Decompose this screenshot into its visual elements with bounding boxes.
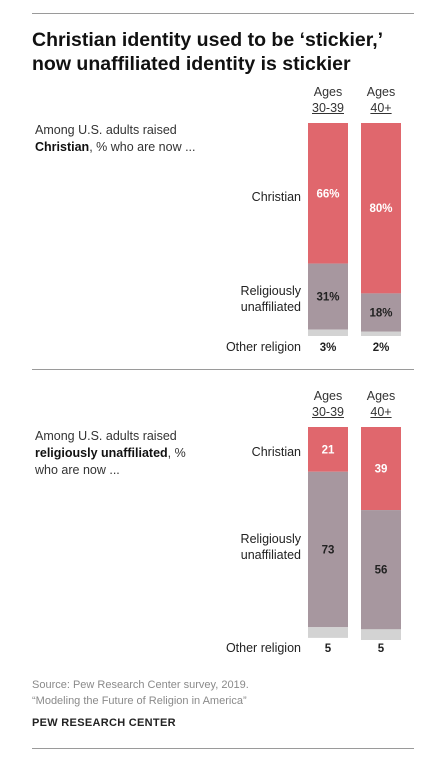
panel1-col-head-2-line1: Ages — [366, 85, 396, 99]
panel1-label-other: Other religion — [225, 340, 301, 354]
panel1-bar-1-unaffiliated-label: 31% — [316, 292, 339, 304]
panel2-label-unaffiliated-1: Religiously — [240, 532, 301, 546]
panel2-bar-2-unaffiliated-segment — [361, 510, 401, 630]
panel2-col-head-1-line1: Ages — [313, 389, 343, 403]
panel2-intro-bold: religiously unaffiliated — [35, 446, 168, 460]
panel1-intro-bold: Christian — [35, 140, 90, 154]
panel1-bar-2-unaffiliated-label: 18% — [369, 308, 392, 320]
panel1-bar-2-unaffiliated-segment — [361, 293, 401, 332]
panel2-label-unaffiliated-2: unaffiliated — [240, 548, 301, 562]
panel1-bar-1-unaffiliated-segment — [308, 263, 348, 330]
panel1-bar-1-christian-segment — [308, 123, 348, 264]
panel2-col-head-1-line2: 30-39 — [312, 405, 344, 419]
panel1-intro-pre: Among U.S. adults raised — [35, 123, 177, 137]
panel2-bar-1-christian-label: 21 — [322, 444, 335, 456]
panel2-col-head-2-line2: 40+ — [370, 405, 392, 419]
panel2-col-head-1: Ages 30-39 — [306, 388, 350, 420]
panel2-bar-1-christian-segment — [308, 427, 348, 472]
panel1-intro: Among U.S. adults raised Christian, % wh… — [35, 122, 205, 156]
panel1-bar-2-christian-segment — [361, 123, 401, 294]
panel1-col-head-1-line2: 30-39 — [312, 101, 344, 115]
panel2-bar-2-unaffiliated-label: 56 — [375, 565, 388, 577]
panel1-col-head-1: Ages 30-39 — [306, 84, 350, 116]
panel1-intro-post: , % who are now ... — [89, 140, 196, 154]
panel1-bar-1-other-segment — [308, 329, 348, 336]
panel2-label-christian: Christian — [251, 445, 301, 459]
panel2-bar-1-unaffiliated-segment — [308, 471, 348, 628]
panel2-intro-pre: Among U.S. adults raised — [35, 429, 177, 443]
panel1-label-unaffiliated-1: Religiously — [240, 284, 301, 298]
panel2-intro-post: , % who are now ... — [35, 446, 186, 477]
panel1-bar-2-other-label: 2% — [373, 342, 390, 354]
top-rule — [32, 13, 414, 14]
panel2-col-head-2-line1: Ages — [366, 389, 396, 403]
middle-rule — [32, 369, 414, 370]
panel2-bar-2-christian-segment — [361, 427, 401, 511]
panel2-bar-1-other-label: 5 — [325, 643, 332, 655]
bottom-rule — [32, 748, 414, 749]
panel2-col-head-2: Ages 40+ — [359, 388, 403, 420]
chart-title: Christian identity used to be ‘stickier,… — [32, 29, 383, 75]
panel2-label-unaffiliated: Religiously unaffiliated — [241, 531, 301, 563]
panel2-bar-1-other-segment — [308, 627, 348, 638]
panel2-label-other: Other religion — [225, 641, 301, 655]
panel2-intro: Among U.S. adults raised religiously una… — [35, 428, 210, 479]
org-name: PEW RESEARCH CENTER — [32, 717, 176, 729]
panel1-col-head-1-line1: Ages — [313, 85, 343, 99]
source-note: Source: Pew Research Center survey, 2019… — [32, 677, 249, 709]
panel1-bar-2-other-segment — [361, 331, 401, 336]
panel2-bar-1-unaffiliated-label: 73 — [322, 544, 335, 556]
panel1-col-head-2: Ages 40+ — [359, 84, 403, 116]
panel1-label-unaffiliated: Religiously unaffiliated — [241, 283, 301, 315]
panel1-bar-2-christian-label: 80% — [369, 203, 392, 215]
panel2-bar-2-christian-label: 39 — [375, 464, 388, 476]
panel1-bar-1-christian-label: 66% — [316, 188, 339, 200]
panel2-bar-2-other-label: 5 — [378, 643, 385, 655]
panel1-bar-1-other-label: 3% — [320, 342, 337, 354]
source-line-2: “Modeling the Future of Religion in Amer… — [32, 695, 247, 707]
panel1-label-christian: Christian — [251, 190, 301, 204]
panel1-col-head-2-line2: 40+ — [370, 101, 392, 115]
source-line-1: Source: Pew Research Center survey, 2019… — [32, 679, 249, 691]
panel2-bar-2-other-segment — [361, 629, 401, 640]
panel1-label-unaffiliated-2: unaffiliated — [240, 300, 301, 314]
